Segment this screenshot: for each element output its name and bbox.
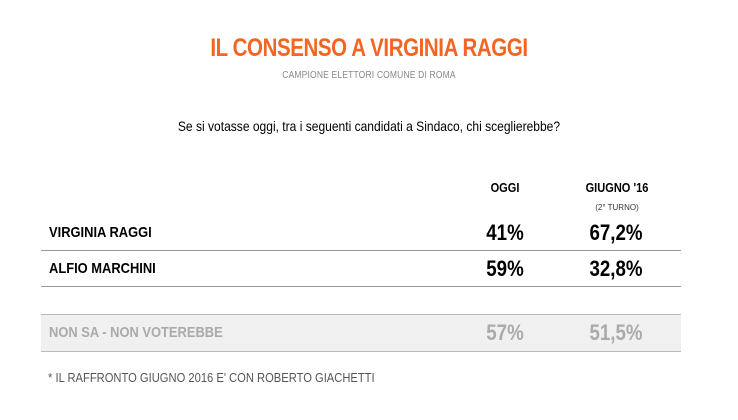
table-row-raggi: VIRGINIA RAGGI 41% 67,2% bbox=[41, 216, 681, 251]
table-row-marchini: ALFIO MARCHINI 59% 32,8% bbox=[41, 252, 681, 287]
row-label: NON SA - NON VOTEREBBE bbox=[49, 324, 223, 341]
value-giugno: 51,5% bbox=[589, 320, 643, 345]
value-oggi: 57% bbox=[486, 320, 524, 345]
chart-title: IL CONSENSO A VIRGINIA RAGGI bbox=[210, 34, 528, 62]
row-label: ALFIO MARCHINI bbox=[49, 260, 156, 277]
row-label: VIRGINIA RAGGI bbox=[49, 224, 152, 241]
value-oggi: 59% bbox=[486, 256, 524, 281]
chart-subtitle: CAMPIONE ELETTORI COMUNE DI ROMA bbox=[282, 70, 456, 81]
column-note-giugno: (2° TURNO) bbox=[595, 203, 639, 212]
value-giugno: 67,2% bbox=[589, 220, 643, 245]
survey-question: Se si votasse oggi, tra i seguenti candi… bbox=[177, 118, 561, 134]
column-header-giugno: GIUGNO '16 bbox=[585, 180, 649, 195]
value-oggi: 41% bbox=[486, 220, 524, 245]
column-header-oggi: OGGI bbox=[490, 180, 520, 195]
footnote: * IL RAFFRONTO GIUGNO 2016 E' CON ROBERT… bbox=[48, 370, 375, 385]
value-giugno: 32,8% bbox=[589, 256, 643, 281]
table-row-non-sa: NON SA - NON VOTEREBBE 57% 51,5% bbox=[41, 314, 681, 352]
